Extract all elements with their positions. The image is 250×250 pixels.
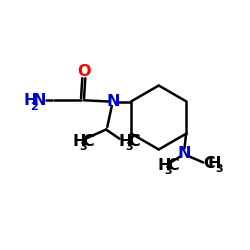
Text: 3: 3 bbox=[126, 142, 133, 152]
Text: C: C bbox=[168, 158, 179, 173]
Text: N: N bbox=[106, 94, 120, 109]
Text: C: C bbox=[204, 156, 215, 170]
Text: N: N bbox=[32, 93, 46, 108]
Text: 3: 3 bbox=[80, 142, 87, 152]
Text: H: H bbox=[118, 134, 132, 149]
Text: H: H bbox=[158, 158, 171, 173]
Text: H: H bbox=[23, 93, 36, 108]
Text: C: C bbox=[129, 134, 140, 149]
Text: H: H bbox=[208, 156, 222, 170]
Text: 3: 3 bbox=[165, 166, 172, 176]
Text: 2: 2 bbox=[30, 102, 38, 112]
Text: H: H bbox=[72, 134, 86, 149]
Text: N: N bbox=[177, 146, 191, 160]
Text: 3: 3 bbox=[215, 164, 223, 173]
Text: C: C bbox=[83, 134, 94, 149]
Text: O: O bbox=[77, 64, 90, 79]
